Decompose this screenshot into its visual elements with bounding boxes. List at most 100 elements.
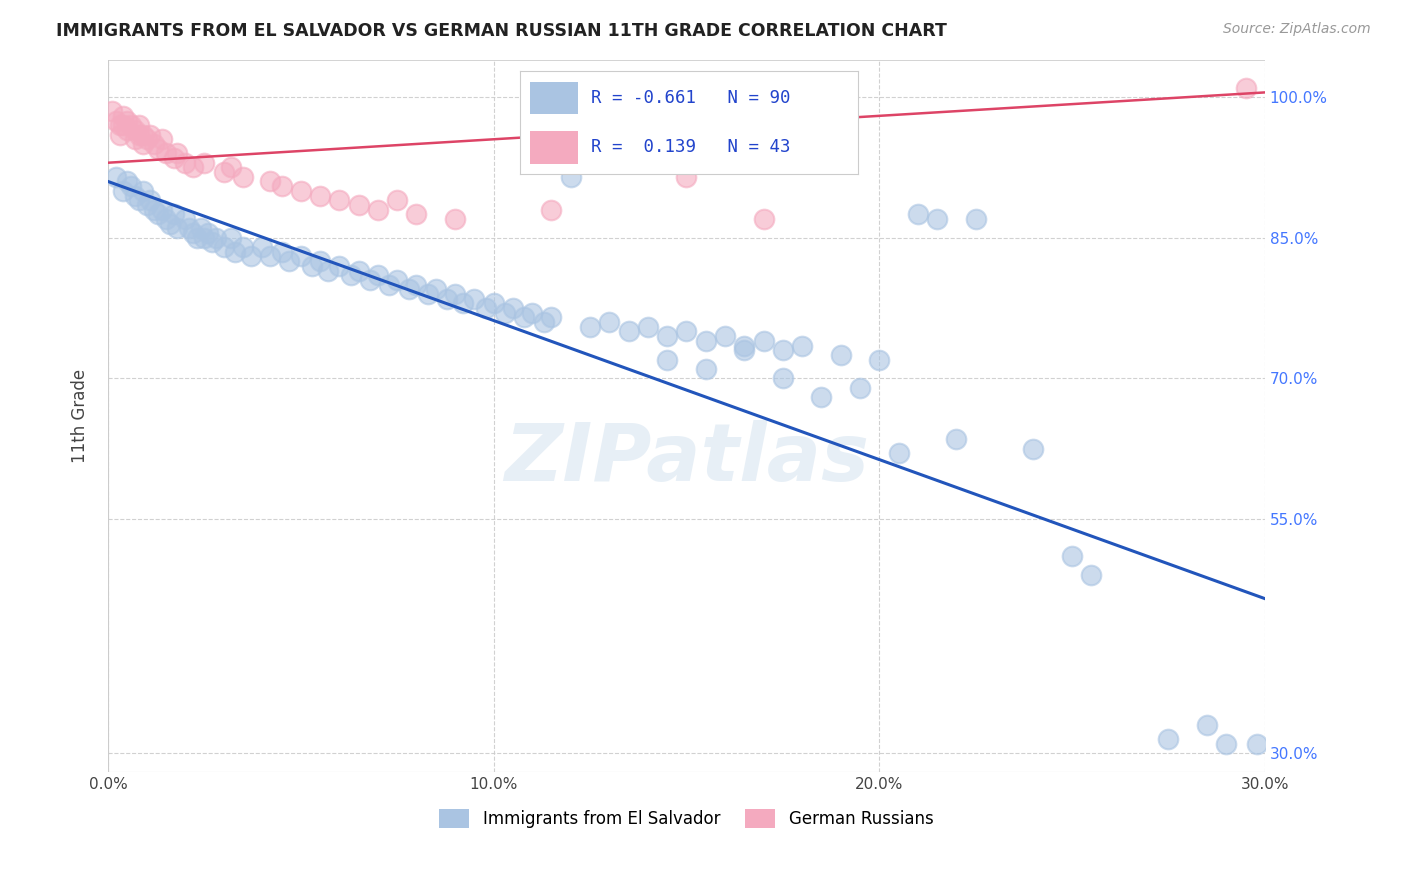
Point: [120, 179, 142, 194]
Point: [340, 268, 363, 283]
Point: [112, 118, 135, 132]
Point: [810, 390, 832, 404]
Point: [482, 296, 505, 310]
Point: [1080, 568, 1102, 582]
Point: [425, 282, 447, 296]
Point: [790, 338, 813, 352]
Point: [117, 123, 139, 137]
Point: [197, 226, 219, 240]
Point: [540, 202, 562, 217]
Point: [162, 151, 184, 165]
Point: [143, 202, 166, 217]
Text: IMMIGRANTS FROM EL SALVADOR VS GERMAN RUSSIAN 11TH GRADE CORRELATION CHART: IMMIGRANTS FROM EL SALVADOR VS GERMAN RU…: [56, 22, 948, 40]
Point: [752, 334, 775, 348]
Point: [494, 306, 516, 320]
Legend: Immigrants from El Salvador, German Russians: Immigrants from El Salvador, German Russ…: [433, 803, 941, 835]
Point: [830, 348, 852, 362]
Point: [378, 277, 401, 292]
Point: [367, 268, 389, 283]
Point: [316, 263, 339, 277]
Point: [139, 193, 162, 207]
Point: [657, 352, 679, 367]
Point: [463, 292, 485, 306]
Point: [617, 325, 640, 339]
Point: [135, 198, 157, 212]
Point: [108, 128, 131, 142]
Point: [398, 282, 420, 296]
Point: [887, 446, 910, 460]
Point: [387, 273, 409, 287]
Point: [405, 277, 427, 292]
Point: [1234, 80, 1257, 95]
Point: [695, 334, 717, 348]
Point: [112, 184, 135, 198]
Point: [444, 211, 467, 226]
Point: [540, 310, 562, 325]
Point: [155, 211, 177, 226]
Point: [617, 155, 640, 169]
Point: [772, 371, 794, 385]
Point: [328, 259, 350, 273]
Point: [166, 146, 188, 161]
Point: [193, 230, 215, 244]
Point: [177, 221, 200, 235]
Point: [131, 136, 153, 151]
Point: [146, 142, 169, 156]
Point: [1022, 442, 1045, 456]
Bar: [530, 131, 578, 163]
Point: [752, 211, 775, 226]
Point: [522, 306, 544, 320]
Point: [290, 250, 312, 264]
Point: [733, 343, 755, 358]
Point: [101, 104, 124, 119]
Point: [598, 315, 620, 329]
Point: [239, 250, 262, 264]
Point: [444, 287, 467, 301]
Y-axis label: 11th Grade: 11th Grade: [72, 368, 89, 463]
Point: [1246, 737, 1268, 751]
Point: [675, 325, 697, 339]
Point: [104, 113, 127, 128]
Point: [657, 329, 679, 343]
Point: [259, 174, 281, 188]
Point: [502, 301, 524, 315]
Point: [124, 132, 146, 146]
Point: [212, 240, 235, 254]
Point: [159, 217, 181, 231]
Point: [135, 132, 157, 146]
Point: [328, 193, 350, 207]
Point: [174, 155, 197, 169]
Point: [579, 319, 602, 334]
Point: [201, 235, 224, 250]
Point: [108, 118, 131, 132]
Point: [772, 343, 794, 358]
Point: [186, 230, 208, 244]
Point: [252, 240, 274, 254]
Point: [1060, 549, 1083, 564]
Point: [131, 128, 153, 142]
Point: [155, 146, 177, 161]
Point: [405, 207, 427, 221]
Point: [309, 188, 332, 202]
Point: [278, 254, 301, 268]
Point: [290, 184, 312, 198]
Point: [367, 202, 389, 217]
Point: [533, 315, 555, 329]
Point: [104, 169, 127, 184]
Point: [416, 287, 439, 301]
Point: [124, 123, 146, 137]
Point: [150, 132, 173, 146]
Point: [347, 263, 370, 277]
Point: [675, 169, 697, 184]
Text: Source: ZipAtlas.com: Source: ZipAtlas.com: [1223, 22, 1371, 37]
Point: [1195, 718, 1218, 732]
Point: [221, 161, 243, 175]
Point: [387, 193, 409, 207]
Point: [513, 310, 536, 325]
Point: [232, 240, 254, 254]
Point: [637, 319, 659, 334]
Point: [117, 113, 139, 128]
Point: [436, 292, 458, 306]
Point: [945, 432, 967, 446]
Point: [193, 155, 215, 169]
